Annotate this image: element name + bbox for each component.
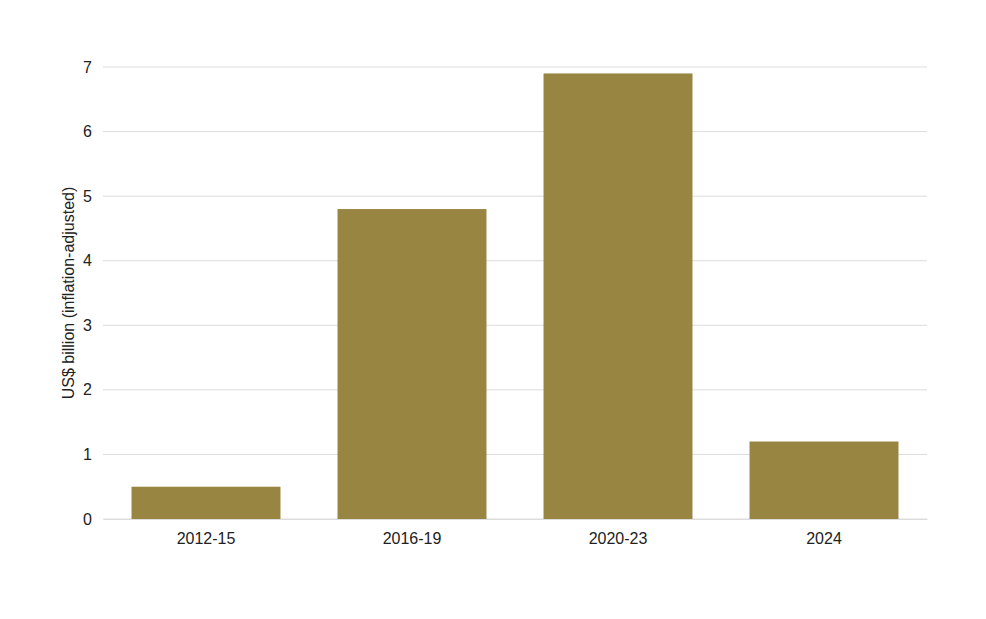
x-axis-line <box>104 519 928 520</box>
grid-line <box>103 131 927 132</box>
y-tick-label: 4 <box>83 252 92 269</box>
y-tick: 6 <box>83 123 103 140</box>
y-tick-label: 5 <box>83 188 92 205</box>
y-tick-label: 7 <box>83 59 92 76</box>
bars <box>132 73 899 519</box>
grid-line <box>103 260 927 261</box>
y-tick: 0 <box>83 511 103 528</box>
y-axis: 0 1 2 3 4 5 6 7 <box>83 59 103 528</box>
x-tick: 2012-15 <box>177 519 236 547</box>
grid <box>103 67 927 519</box>
y-tick-label: 1 <box>83 446 92 463</box>
x-tick-label: 2016-19 <box>383 530 442 547</box>
y-tick: 4 <box>83 252 103 269</box>
y-axis-line <box>103 68 104 520</box>
grid-line <box>103 67 927 68</box>
bar <box>338 209 487 519</box>
y-tick-label: 6 <box>83 123 92 140</box>
chart-svg: 0 1 2 3 4 5 6 7 2012-15 2016-19 2020-23 2024 US$ bil… <box>0 0 986 619</box>
bar <box>132 487 281 519</box>
y-tick: 1 <box>83 446 103 463</box>
grid-line <box>103 389 927 390</box>
y-tick-label: 0 <box>83 511 92 528</box>
grid-line <box>103 325 927 326</box>
y-tick: 3 <box>83 317 103 334</box>
y-tick-label: 3 <box>83 317 92 334</box>
grid-line <box>103 196 927 197</box>
x-tick: 2024 <box>806 519 842 547</box>
x-tick: 2016-19 <box>383 519 442 547</box>
bar <box>544 73 693 519</box>
x-tick: 2020-23 <box>589 519 648 547</box>
x-tick-label: 2024 <box>806 530 842 547</box>
y-tick: 2 <box>83 381 103 398</box>
y-axis-title: US$ billion (inflation-adjusted) <box>60 187 77 400</box>
bar <box>750 442 899 519</box>
plot-area: 0 1 2 3 4 5 6 7 2012-15 2016-19 2020-23 2024 <box>83 59 927 548</box>
x-axis: 2012-15 2016-19 2020-23 2024 <box>104 519 928 547</box>
y-tick-label: 2 <box>83 381 92 398</box>
y-tick: 5 <box>83 188 103 205</box>
x-tick-label: 2020-23 <box>589 530 648 547</box>
x-tick-label: 2012-15 <box>177 530 236 547</box>
chart-container: 0 1 2 3 4 5 6 7 2012-15 2016-19 2020-23 2024 US$ bil… <box>0 0 986 619</box>
y-tick: 7 <box>83 59 103 76</box>
